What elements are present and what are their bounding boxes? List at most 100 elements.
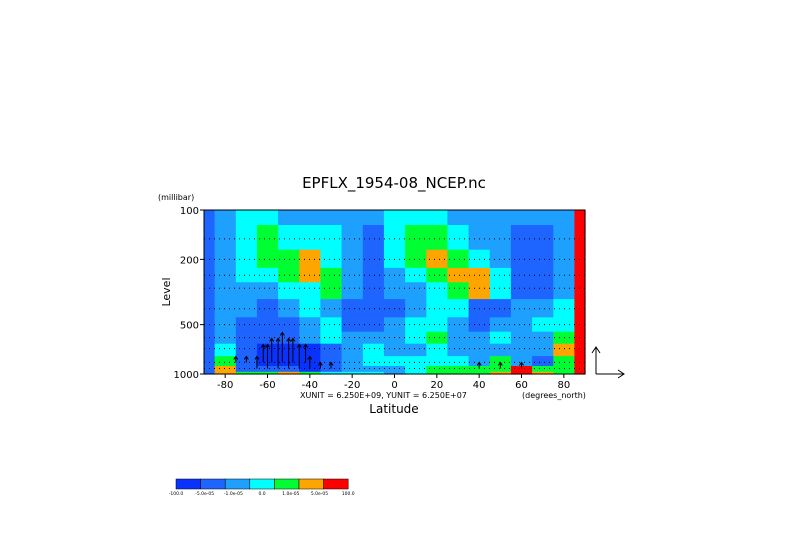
vector-field [233, 331, 524, 369]
field-cell [532, 249, 554, 268]
field-cell [214, 249, 237, 268]
vector-arrowhead [254, 355, 260, 360]
field-cell [532, 343, 554, 357]
colorbar-swatch [224, 478, 251, 490]
colorbar-swatch [298, 478, 324, 490]
field-cell [553, 355, 576, 366]
field-cell [405, 365, 427, 372]
field-cell [426, 224, 449, 250]
x-tick-label: -60 [259, 380, 275, 391]
field-cell [510, 224, 533, 250]
field-cell [426, 365, 449, 372]
field-cell [362, 249, 385, 268]
field-cell [278, 210, 300, 225]
field-cell [405, 249, 427, 268]
field-cell [426, 371, 449, 375]
field-cell [256, 210, 279, 225]
vector-arrowhead [497, 361, 503, 366]
field-cell [426, 210, 449, 225]
field-cell [574, 343, 586, 357]
field-cell [214, 316, 237, 332]
field-cell [256, 267, 279, 283]
field-cell [532, 316, 554, 332]
field-cell [510, 343, 533, 357]
field-cell [204, 371, 216, 375]
field-cell [468, 298, 491, 318]
field-cell [278, 371, 300, 375]
field-cell [553, 371, 576, 375]
field-cell [489, 249, 512, 268]
field-cell [235, 365, 258, 372]
field-cell [510, 210, 533, 225]
field-cell [299, 267, 322, 283]
vector-arrowhead [296, 343, 302, 348]
colorbar-swatch [274, 478, 300, 490]
vector-arrowhead [279, 331, 285, 336]
field-cell [383, 249, 406, 268]
field-cell [447, 355, 470, 366]
field-cell [574, 249, 586, 268]
field-cell [235, 343, 258, 357]
colorbar-swatch [200, 478, 226, 490]
reference-vertical-arrowhead [591, 346, 601, 354]
colorbar-swatch [249, 478, 275, 490]
field-cell [489, 316, 512, 332]
field-cell [383, 343, 406, 357]
field-cell [447, 249, 470, 268]
field-cell [235, 316, 258, 332]
field-cell [256, 281, 279, 300]
colorbar-label: -100.0 [169, 491, 184, 497]
field-cell [299, 371, 322, 375]
field-cell [574, 371, 586, 375]
field-cell [299, 343, 322, 357]
field-cell [489, 331, 512, 344]
field-cell [574, 281, 586, 300]
field-cell [204, 249, 216, 268]
field-cell [510, 267, 533, 283]
vector-arrowhead [303, 343, 309, 348]
field-cell [468, 281, 491, 300]
field-cell [447, 298, 470, 318]
field-cell [447, 267, 470, 283]
field-cell [320, 298, 343, 318]
field-cell [299, 210, 322, 225]
vector-arrowhead [260, 343, 266, 348]
field-cell [341, 343, 364, 357]
field-cell [489, 210, 512, 225]
field-cell [532, 298, 554, 318]
field-cell [532, 371, 554, 375]
field-cell [214, 224, 237, 250]
field-cell [447, 331, 470, 344]
field-cell [320, 365, 343, 372]
vector-arrowhead [476, 361, 482, 366]
y-axis-label: Level [160, 277, 173, 306]
y-tick-label: 500 [180, 321, 199, 332]
field-cell [320, 355, 343, 366]
colorbar-label: -1.0e-05 [224, 491, 243, 497]
field-cell [256, 249, 279, 268]
field-cell [426, 281, 449, 300]
field-cell [510, 298, 533, 318]
field-cell [426, 267, 449, 283]
field-cell [489, 224, 512, 250]
field-cell [468, 355, 491, 366]
vector-arrowhead [328, 361, 334, 366]
field-cell [532, 281, 554, 300]
field-cell [405, 298, 427, 318]
colorbar-swatch [323, 478, 349, 490]
colorbar-label: 0.0 [259, 491, 266, 497]
field-cell [468, 249, 491, 268]
field-cell [235, 210, 258, 225]
dotted-grid [204, 209, 585, 375]
field-cell [447, 316, 470, 332]
vector-arrowhead [519, 361, 524, 366]
y-units-label: (millibar) [158, 193, 194, 202]
vector-arrowhead [233, 355, 239, 360]
vector-arrowhead [290, 337, 296, 342]
field-cell [204, 224, 216, 250]
field-cell [341, 249, 364, 268]
field-cell [341, 281, 364, 300]
field-cell [256, 316, 279, 332]
vector-arrowhead [307, 355, 313, 360]
field-cell [510, 371, 533, 375]
